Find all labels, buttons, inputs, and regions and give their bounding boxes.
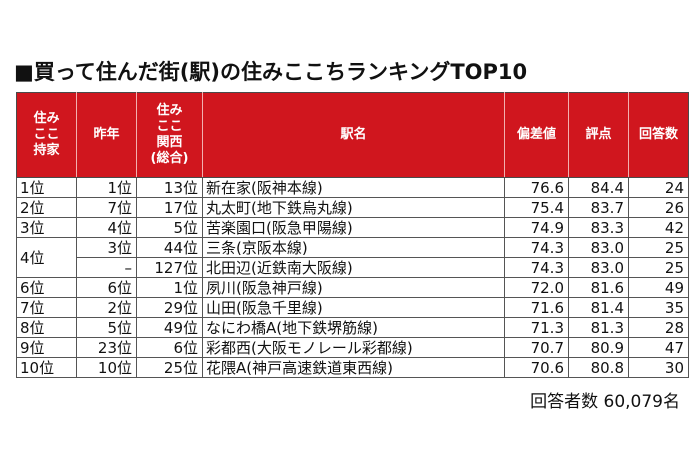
responses-cell: 35 (628, 297, 689, 318)
table-row: 9位 23位 6位 彩都西(大阪モノレール彩都線) 70.7 80.9 47 (16, 337, 689, 358)
table-row: 10位 10位 25位 花隈A(神戸高速鉄道東西線) 70.6 80.8 30 (16, 357, 689, 378)
rank-cell: 7位 (16, 297, 77, 318)
table-row: 7位 2位 29位 山田(阪急千里線) 71.6 81.4 35 (16, 297, 689, 318)
header-score: 評点 (568, 92, 629, 178)
deviation-cell: 74.9 (504, 217, 569, 238)
kansai-cell: 5位 (136, 217, 203, 238)
score-cell: 80.8 (568, 357, 629, 378)
deviation-cell: 70.6 (504, 357, 569, 378)
table-row: 6位 6位 1位 夙川(阪急神戸線) 72.0 81.6 49 (16, 277, 689, 298)
header-kansai: 住み ここ 関西 (総合) (136, 92, 203, 178)
prev-cell: – (76, 257, 137, 278)
header-prev-label: 昨年 (93, 127, 120, 142)
deviation-cell: 70.7 (504, 337, 569, 358)
rank-cell: 8位 (16, 317, 77, 338)
header-responses-label: 回答数 (638, 127, 678, 142)
kansai-cell: 127位 (136, 257, 203, 278)
deviation-cell: 71.3 (504, 317, 569, 338)
table-row: 1位 1位 13位 新在家(阪神本線) 76.6 84.4 24 (16, 177, 689, 198)
header-rank-label: 住み ここ 持家 (33, 111, 60, 158)
header-row: 住み ここ 持家 昨年 住み ここ 関西 (総合) 駅名 偏差値 評点 回答数 (16, 92, 689, 178)
score-cell: 81.4 (568, 297, 629, 318)
deviation-cell: 71.6 (504, 297, 569, 318)
deviation-cell: 74.3 (504, 257, 569, 278)
table-row: 2位 7位 17位 丸太町(地下鉄烏丸線) 75.4 83.7 26 (16, 197, 689, 218)
prev-cell: 7位 (76, 197, 137, 218)
score-cell: 83.0 (568, 257, 629, 278)
station-cell: 新在家(阪神本線) (202, 177, 505, 198)
table-row: 8位 5位 49位 なにわ橋A(地下鉄堺筋線) 71.3 81.3 28 (16, 317, 689, 338)
table-row: 3位 4位 5位 苦楽園口(阪急甲陽線) 74.9 83.3 42 (16, 217, 689, 238)
ranking-table: 住み ここ 持家 昨年 住み ここ 関西 (総合) 駅名 偏差値 評点 回答数 … (16, 92, 689, 378)
kansai-cell: 6位 (136, 337, 203, 358)
responses-cell: 42 (628, 217, 689, 238)
prev-cell: 10位 (76, 357, 137, 378)
header-kansai-label: 住み ここ 関西 (総合) (150, 103, 189, 166)
responses-cell: 24 (628, 177, 689, 198)
score-cell: 83.3 (568, 217, 629, 238)
header-station: 駅名 (202, 92, 505, 178)
prev-cell: 1位 (76, 177, 137, 198)
score-cell: 84.4 (568, 177, 629, 198)
responses-cell: 47 (628, 337, 689, 358)
station-cell: 丸太町(地下鉄烏丸線) (202, 197, 505, 218)
kansai-cell: 1位 (136, 277, 203, 298)
deviation-cell: 75.4 (504, 197, 569, 218)
rank-cell: 6位 (16, 277, 77, 298)
rank-cell: 10位 (16, 357, 77, 378)
kansai-cell: 13位 (136, 177, 203, 198)
kansai-cell: 29位 (136, 297, 203, 318)
station-cell: 苦楽園口(阪急甲陽線) (202, 217, 505, 238)
prev-cell: 3位 (76, 237, 137, 258)
responses-cell: 28 (628, 317, 689, 338)
station-cell: 山田(阪急千里線) (202, 297, 505, 318)
responses-cell: 25 (628, 257, 689, 278)
header-deviation: 偏差値 (504, 92, 569, 178)
station-cell: 彩都西(大阪モノレール彩都線) (202, 337, 505, 358)
score-cell: 81.6 (568, 277, 629, 298)
responses-cell: 49 (628, 277, 689, 298)
header-prev: 昨年 (76, 92, 137, 178)
table-row: – 127位 北田辺(近鉄南大阪線) 74.3 83.0 25 (17, 257, 689, 278)
table-row: 4位 3位 44位 三条(京阪本線) 74.3 83.0 25 (16, 237, 689, 278)
kansai-cell: 49位 (136, 317, 203, 338)
station-cell: 花隈A(神戸高速鉄道東西線) (202, 357, 505, 378)
header-rank: 住み ここ 持家 (16, 92, 77, 178)
score-cell: 80.9 (568, 337, 629, 358)
kansai-cell: 44位 (136, 237, 203, 258)
score-cell: 83.0 (568, 237, 629, 258)
prev-cell: 4位 (76, 217, 137, 238)
deviation-cell: 76.6 (504, 177, 569, 198)
header-score-label: 評点 (585, 127, 612, 142)
station-cell: 三条(京阪本線) (202, 237, 505, 258)
header-station-label: 駅名 (340, 127, 367, 142)
responses-cell: 30 (628, 357, 689, 378)
header-deviation-label: 偏差値 (516, 127, 556, 142)
rank-cell: 4位 (16, 237, 77, 278)
rank-cell: 2位 (16, 197, 77, 218)
responses-cell: 25 (628, 237, 689, 258)
rank-cell: 3位 (16, 217, 77, 238)
prev-cell: 2位 (76, 297, 137, 318)
station-cell: なにわ橋A(地下鉄堺筋線) (202, 317, 505, 338)
prev-cell: 5位 (76, 317, 137, 338)
prev-cell: 23位 (76, 337, 137, 358)
station-cell: 北田辺(近鉄南大阪線) (202, 257, 505, 278)
respondent-count: 回答者数 60,079名 (530, 392, 680, 412)
rank-cell: 9位 (16, 337, 77, 358)
responses-cell: 26 (628, 197, 689, 218)
score-cell: 83.7 (568, 197, 629, 218)
kansai-cell: 25位 (136, 357, 203, 378)
prev-cell: 6位 (76, 277, 137, 298)
station-cell: 夙川(阪急神戸線) (202, 277, 505, 298)
rank-cell: 1位 (16, 177, 77, 198)
score-cell: 81.3 (568, 317, 629, 338)
header-responses: 回答数 (628, 92, 689, 178)
deviation-cell: 74.3 (504, 237, 569, 258)
deviation-cell: 72.0 (504, 277, 569, 298)
page-title: ■買って住んだ街(駅)の住みここちランキングTOP10 (14, 60, 528, 84)
kansai-cell: 17位 (136, 197, 203, 218)
